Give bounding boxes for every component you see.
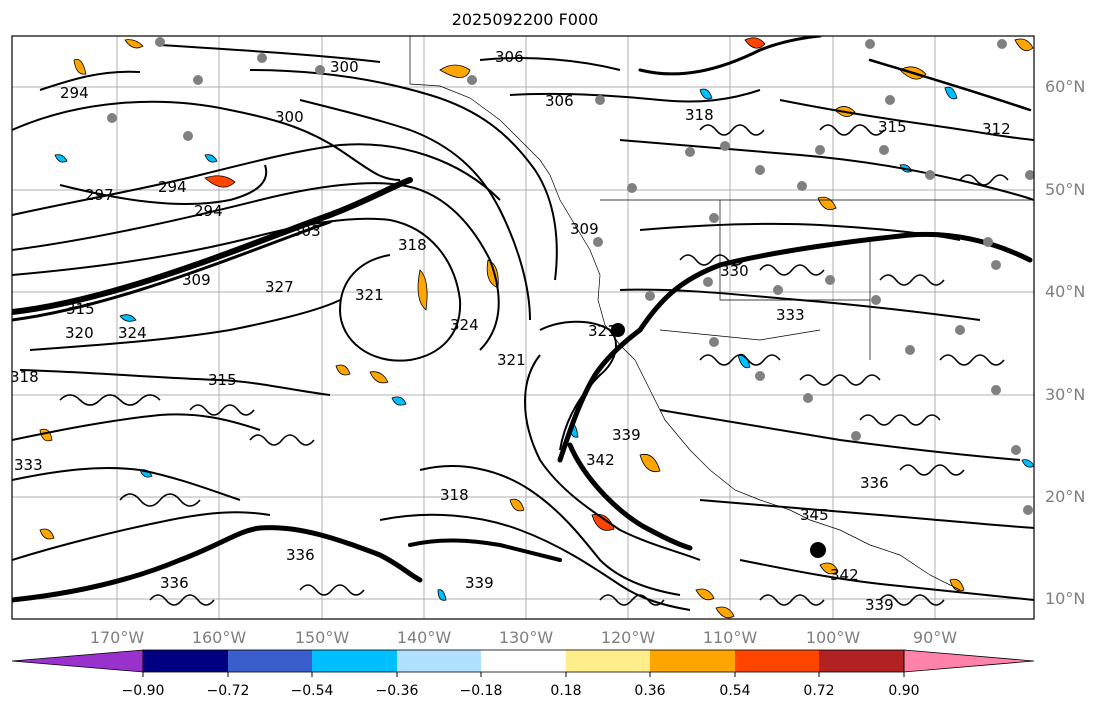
contour-label: 330 — [720, 262, 749, 280]
contour-label: 336 — [160, 574, 189, 592]
colorbar-bin — [481, 650, 566, 672]
colorbar — [11, 649, 1035, 677]
colorbar-bin — [228, 650, 312, 672]
lon-label-150w: 150°W — [294, 628, 350, 647]
lon-label-160w: 160°W — [191, 628, 247, 647]
contour-label: 324 — [118, 324, 147, 342]
colorbar-tick-label: −0.36 — [375, 683, 419, 699]
contour-label: 339 — [865, 596, 894, 614]
contour-label: 318 — [685, 106, 714, 124]
colorbar-tick-label: 0.54 — [719, 683, 751, 699]
contour-label: 321 — [497, 351, 526, 369]
contour-labels: 306 306 300 300 294 294 294 297 303 309 … — [10, 48, 1011, 614]
contour-label: 315 — [208, 371, 237, 389]
colorbar-tick-label: −0.54 — [290, 683, 334, 699]
contour-label: 339 — [465, 574, 494, 592]
colorbar-bin — [650, 650, 735, 672]
contour-label: 306 — [545, 92, 574, 110]
contour-label: 297 — [85, 186, 114, 204]
lat-label-10n: 10°N — [1045, 589, 1086, 608]
contour-label: 294 — [60, 84, 89, 102]
contour-label: 324 — [450, 316, 479, 334]
colorbar-bin — [566, 650, 650, 672]
contour-label: 294 — [158, 178, 187, 196]
colorbar-tick-label: 0.36 — [634, 683, 666, 699]
contour-label: 318 — [398, 236, 427, 254]
lon-label-170w: 170°W — [89, 628, 145, 647]
colorbar-bin — [819, 650, 904, 672]
contour-label: 333 — [776, 306, 805, 324]
contour-label: 318 — [440, 486, 469, 504]
contour-label: 345 — [800, 506, 829, 524]
contour-label: 300 — [330, 58, 359, 76]
contour-label: 309 — [570, 220, 599, 238]
colorbar-tick-label: −0.90 — [121, 683, 165, 699]
lat-label-50n: 50°N — [1045, 180, 1086, 199]
lat-label-30n: 30°N — [1045, 385, 1086, 404]
map-frame — [12, 36, 1034, 619]
contour-label: 309 — [182, 271, 211, 289]
contour-label: 336 — [286, 546, 315, 564]
contour-label: 336 — [860, 474, 889, 492]
colorbar-tick-label: −0.18 — [459, 683, 503, 699]
contour-label: 294 — [194, 202, 223, 220]
gridlines — [12, 36, 1034, 619]
coastlines — [409, 36, 1034, 591]
contour-label: 321 — [355, 286, 384, 304]
contour-label: 342 — [586, 451, 615, 469]
colorbar-tick-label: 0.90 — [888, 683, 920, 699]
lon-label-140w: 140°W — [396, 628, 452, 647]
contour-label: 342 — [830, 566, 859, 584]
colorbar-bin — [143, 650, 228, 672]
lon-label-120w: 120°W — [600, 628, 656, 647]
lon-label-130w: 130°W — [498, 628, 554, 647]
map-title: 2025092200 F000 — [451, 10, 599, 29]
colorbar-tick-label: 0.72 — [803, 683, 835, 699]
lon-label-90w: 90°W — [912, 628, 958, 647]
colorbar-tick-label: −0.72 — [206, 683, 250, 699]
lon-label-100w: 100°W — [805, 628, 861, 647]
contour-label: 320 — [65, 324, 94, 342]
contour-label: 315 — [66, 300, 95, 318]
contour-label: 339 — [612, 426, 641, 444]
lat-label-60n: 60°N — [1045, 77, 1086, 96]
small-contours — [59, 124, 1009, 606]
isentropic-contours — [12, 44, 1034, 611]
contour-label: 327 — [265, 278, 294, 296]
contour-label: 300 — [275, 108, 304, 126]
colorbar-tick-label: 0.18 — [550, 683, 582, 699]
contour-label: 333 — [14, 456, 43, 474]
contour-label: 306 — [495, 48, 524, 66]
station-dots — [107, 37, 1034, 515]
lon-label-110w: 110°W — [702, 628, 758, 647]
contour-label: 315 — [878, 118, 907, 136]
black-dots — [611, 323, 826, 558]
lat-label-40n: 40°N — [1045, 282, 1086, 301]
colorbar-extend-right — [903, 649, 1035, 673]
colorbar-bin — [397, 650, 481, 672]
colorbar-extend-left — [11, 649, 144, 673]
colorbar-bin — [312, 650, 397, 672]
contour-label: 318 — [10, 368, 39, 386]
contour-label: 303 — [292, 222, 321, 240]
contour-label: 321 — [588, 322, 617, 340]
colorbar-bin — [735, 650, 819, 672]
lat-label-20n: 20°N — [1045, 487, 1086, 506]
contour-label: 312 — [982, 120, 1011, 138]
